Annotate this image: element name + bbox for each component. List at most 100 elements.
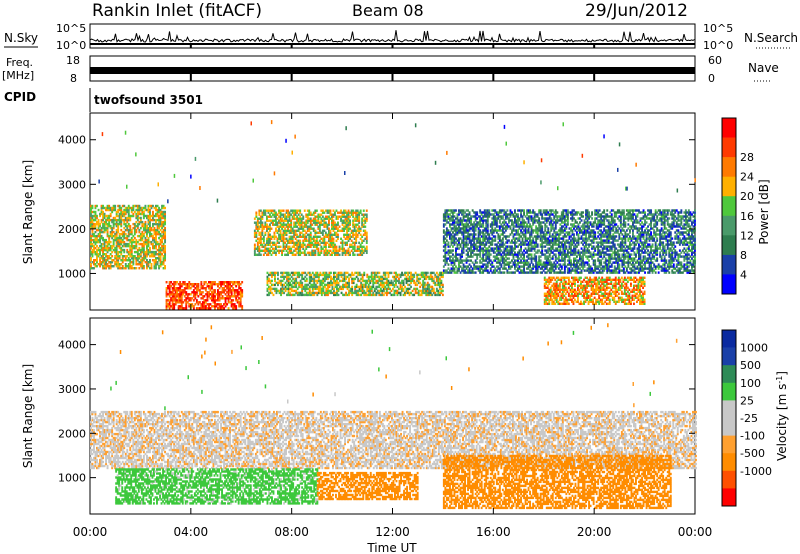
cell-0-0 <box>90 244 92 248</box>
cell-0-0 <box>133 224 136 228</box>
cell-0-2 <box>340 209 343 212</box>
cell-0-2 <box>255 221 258 224</box>
cell-0-0 <box>147 265 150 268</box>
cell-0-1 <box>220 307 223 310</box>
cell-0-0 <box>138 208 141 212</box>
cell-0-2 <box>291 235 294 239</box>
cell-0-2 <box>278 249 281 253</box>
cell-0-0 <box>152 238 154 242</box>
cell-0-4 <box>517 213 519 216</box>
cell-0-2 <box>282 221 285 224</box>
cell-0-2 <box>272 247 274 251</box>
cell-0-0 <box>142 250 145 254</box>
cell-0-0 <box>135 208 138 212</box>
cell-0-0 <box>132 208 135 212</box>
cell-0-0 <box>99 234 102 238</box>
cell-0-1 <box>203 283 206 286</box>
cell-0-2 <box>347 225 350 228</box>
cell-0-1 <box>173 297 176 300</box>
cell-0-2 <box>340 237 343 241</box>
cell-0-2 <box>275 221 277 224</box>
cell-0-2 <box>269 227 271 230</box>
cell-0-1 <box>180 283 183 286</box>
cell-0-2 <box>296 229 299 233</box>
cell-0-2 <box>259 219 262 222</box>
cell-0-1 <box>173 299 176 302</box>
cell-0-2 <box>314 241 317 245</box>
cell-0-0 <box>152 250 154 254</box>
cell-0-1 <box>206 303 209 306</box>
cell-0-0 <box>153 261 156 264</box>
cell-0-1 <box>182 289 185 292</box>
cell-0-4 <box>518 237 521 240</box>
cell-0-2 <box>278 227 281 230</box>
cell-0-0 <box>108 267 111 270</box>
cell-0-1 <box>230 285 233 288</box>
cell-0-0 <box>108 248 111 252</box>
cell-0-2 <box>308 233 311 237</box>
cell-0-0 <box>96 250 98 254</box>
cell-0-0 <box>127 259 130 262</box>
cell-0-1 <box>180 305 183 308</box>
cell-0-2 <box>273 241 276 245</box>
cell-0-0 <box>152 236 154 240</box>
cell-0-2 <box>312 221 315 224</box>
cell-0-2 <box>324 251 327 255</box>
cell-0-0 <box>99 224 102 228</box>
cell-0-1 <box>177 287 180 290</box>
cell-0-0 <box>129 218 132 222</box>
cell-0-0 <box>108 204 111 208</box>
cell-0-0 <box>156 248 159 252</box>
cell-0-2 <box>341 219 344 222</box>
cell-0-1 <box>173 307 176 310</box>
cell-0-2 <box>320 209 323 212</box>
cell-0-1 <box>215 293 218 296</box>
cell-0-2 <box>261 237 264 241</box>
cell-0-0 <box>93 244 95 248</box>
cell-0-1 <box>194 283 197 286</box>
cell-0-1 <box>194 295 197 298</box>
cell-0-2 <box>259 235 262 239</box>
cell-0-1 <box>177 283 180 286</box>
cell-0-1 <box>220 305 223 308</box>
cell-0-2 <box>335 217 338 220</box>
cell-0-1 <box>241 289 244 292</box>
cell-0-1 <box>221 287 224 290</box>
cell-0-1 <box>220 293 223 296</box>
cell-0-2 <box>308 241 311 245</box>
cell-0-0 <box>135 212 138 216</box>
cell-0-0 <box>118 250 121 254</box>
cell-0-0 <box>155 236 157 240</box>
cell-0-1 <box>209 293 212 296</box>
cell-0-2 <box>285 223 288 226</box>
cell-0-2 <box>255 213 258 216</box>
cell-0-2 <box>275 229 277 233</box>
cell-0-1 <box>212 289 215 292</box>
cell-0-0 <box>152 242 154 246</box>
cell-0-0 <box>97 226 100 230</box>
cell-0-0 <box>118 255 121 258</box>
cell-0-2 <box>302 241 305 245</box>
cell-0-0 <box>114 238 117 242</box>
cell-0-1 <box>215 305 218 308</box>
cell-0-0 <box>147 228 150 232</box>
cell-0-0 <box>94 259 97 262</box>
cell-0-0 <box>133 257 136 260</box>
cell-0-1 <box>170 305 173 308</box>
cell-0-0 <box>164 234 167 238</box>
cell-0-2 <box>346 215 349 218</box>
cell-0-0 <box>132 212 135 216</box>
cell-0-2 <box>303 243 306 247</box>
cell-0-0 <box>112 216 115 220</box>
cell-0-2 <box>275 215 277 218</box>
cell-0-2 <box>269 223 271 226</box>
cell-0-2 <box>347 233 350 237</box>
cell-0-1 <box>223 289 226 292</box>
cell-0-0 <box>108 222 111 226</box>
cell-0-0 <box>108 242 111 246</box>
cell-0-2 <box>288 241 291 245</box>
cell-0-2 <box>296 209 299 212</box>
cell-0-2 <box>256 245 259 249</box>
cell-0-1 <box>183 281 186 284</box>
cell-0-1 <box>204 307 207 310</box>
